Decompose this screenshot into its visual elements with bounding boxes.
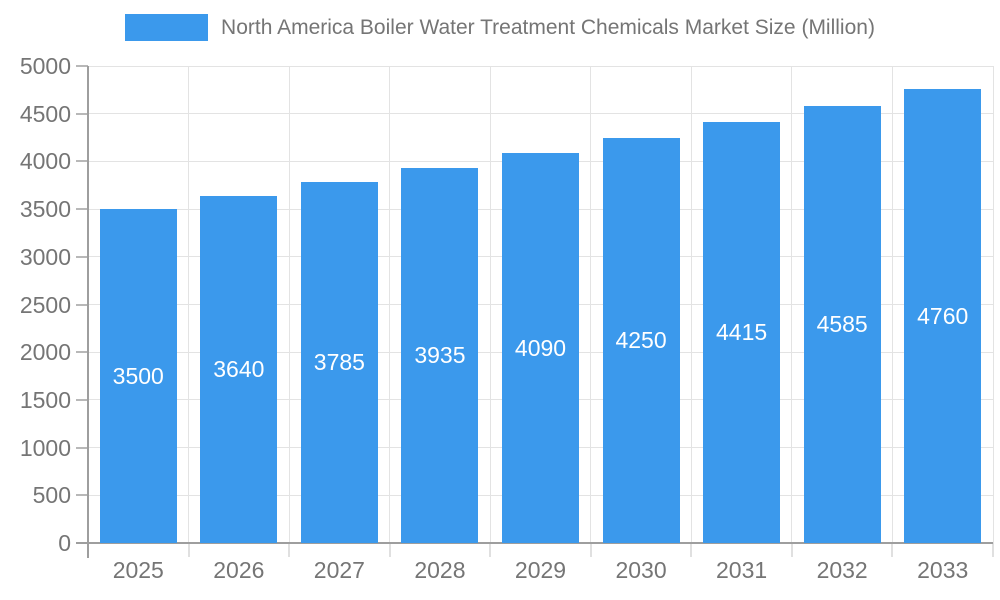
y-tick-label: 4000: [19, 148, 71, 175]
y-axis-tick: [76, 255, 88, 258]
y-tick-label: 3000: [19, 243, 71, 270]
x-axis-tick: [690, 543, 693, 557]
bar-value-label: 3935: [414, 342, 466, 369]
gridline-vertical: [590, 66, 592, 543]
y-tick-label: 0: [58, 530, 71, 556]
x-tick-label: 2031: [716, 557, 768, 583]
x-tick-label: 2032: [816, 557, 868, 583]
y-axis-tick: [76, 65, 88, 67]
x-axis-tick: [790, 543, 793, 557]
x-axis-tick: [288, 543, 291, 557]
gridline-horizontal: [88, 113, 993, 115]
gridline-vertical: [188, 66, 190, 543]
y-tick-label: 1500: [19, 386, 71, 413]
bar-value-label: 4090: [514, 334, 567, 361]
x-axis-tick: [589, 543, 592, 557]
bar-value-label: 3640: [213, 356, 265, 383]
bar: [703, 121, 781, 543]
bar-value-label: 4250: [615, 327, 667, 354]
legend[interactable]: North America Boiler Water Treatment Che…: [0, 14, 1000, 41]
y-axis-tick: [76, 351, 88, 354]
bar: [904, 88, 982, 543]
gridline-vertical: [690, 66, 692, 543]
bar-value-label: 4585: [816, 311, 868, 338]
chart-title: North America Boiler Water Treatment Che…: [221, 16, 875, 39]
bar-value-label: 3500: [112, 363, 164, 390]
y-tick-label: 4500: [19, 100, 71, 127]
x-axis-line: [76, 542, 993, 544]
y-axis-tick: [76, 446, 88, 449]
y-axis-tick: [76, 112, 88, 115]
legend-swatch[interactable]: [125, 14, 209, 41]
gridline-vertical: [791, 66, 793, 543]
bar: [401, 167, 479, 543]
gridline-vertical: [489, 66, 491, 543]
gridline-horizontal: [88, 65, 993, 67]
gridline-vertical: [992, 66, 994, 543]
y-axis-line: [87, 66, 89, 558]
bar-value-label: 4415: [716, 319, 768, 346]
bar: [502, 152, 579, 543]
x-axis-tick: [187, 543, 190, 557]
x-tick-label: 2030: [615, 557, 667, 583]
gridline-vertical: [288, 66, 290, 543]
gridline-vertical: [891, 66, 893, 543]
x-tick-label: 2025: [112, 557, 164, 583]
x-axis-tick: [388, 543, 391, 557]
y-axis-tick: [76, 303, 88, 306]
bar: [200, 195, 278, 543]
bar-value-label: 3785: [313, 349, 365, 376]
y-axis-tick: [76, 160, 88, 163]
x-tick-label: 2028: [414, 557, 466, 583]
x-tick-label: 2027: [313, 557, 365, 583]
bar-value-label: 4760: [917, 302, 969, 329]
y-tick-label: 1000: [19, 434, 71, 461]
y-axis-tick: [76, 208, 88, 211]
bar: [803, 105, 881, 543]
y-tick-label: 500: [32, 482, 71, 509]
y-tick-label: 2500: [19, 291, 71, 318]
y-axis-tick: [76, 398, 88, 401]
bar: [300, 181, 378, 543]
y-tick-label: 5000: [19, 53, 71, 79]
bar: [99, 209, 177, 543]
x-axis-tick: [489, 543, 492, 557]
x-tick-label: 2029: [514, 557, 567, 583]
x-axis-tick: [891, 543, 894, 557]
y-axis-tick: [76, 494, 88, 497]
bar: [602, 137, 680, 543]
x-tick-label: 2033: [917, 557, 969, 583]
x-axis-tick: [992, 543, 994, 557]
y-tick-label: 2000: [19, 339, 71, 366]
y-tick-label: 3500: [19, 196, 71, 223]
x-tick-label: 2026: [213, 557, 265, 583]
gridline-vertical: [389, 66, 391, 543]
